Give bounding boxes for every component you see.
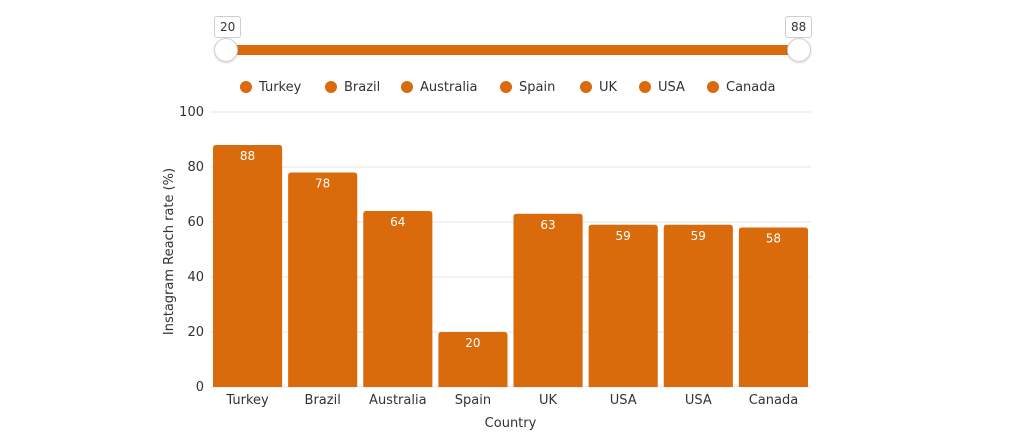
y-tick-label: 40 (187, 270, 204, 285)
bar-data-label: 64 (390, 215, 405, 229)
x-tick-label: Spain (455, 393, 491, 408)
range-max-label: 88 (785, 16, 813, 38)
legend-label: USA (658, 79, 685, 95)
legend-label: Turkey (259, 79, 302, 95)
legend-marker (639, 81, 651, 93)
legend-label: Spain (519, 79, 556, 95)
legend-item-canada[interactable]: Canada (707, 76, 775, 98)
legend-label: Australia (420, 79, 478, 95)
x-axis-title: Country (485, 416, 537, 431)
range-min-handle[interactable] (214, 38, 238, 62)
bar-data-label: 78 (315, 177, 330, 191)
legend-item-spain[interactable]: Spain (500, 76, 555, 98)
legend-item-australia[interactable]: Australia (401, 76, 478, 98)
bar (438, 332, 508, 387)
legend-label: UK (599, 79, 618, 95)
range-slider: 20 88 (0, 0, 1024, 70)
legend-item-usa[interactable]: USA (639, 76, 685, 98)
legend-marker (401, 81, 413, 93)
bar-data-label: 59 (616, 229, 631, 243)
range-track[interactable] (226, 45, 798, 55)
x-tick-label: USA (610, 393, 637, 408)
bars: 88 78 64 20 63 59 59 58 (213, 145, 808, 387)
x-tick-label: Canada (749, 393, 798, 408)
legend-marker (500, 81, 512, 93)
legend-marker (707, 81, 719, 93)
bar (213, 145, 283, 387)
legend-marker (580, 81, 592, 93)
x-tick-label: UK (539, 393, 558, 408)
y-tick-label: 100 (179, 105, 204, 120)
x-tick-label: Turkey (225, 393, 269, 408)
bar-data-label: 59 (691, 229, 706, 243)
bar (288, 172, 358, 387)
legend-item-brazil[interactable]: Brazil (325, 76, 380, 98)
bar-data-label: 88 (240, 149, 255, 163)
legend-item-turkey[interactable]: Turkey (240, 76, 301, 98)
bar (738, 227, 808, 387)
y-tick-label: 60 (187, 215, 204, 230)
legend-marker (240, 81, 252, 93)
range-max-handle[interactable] (787, 38, 811, 62)
y-tick-label: 80 (187, 160, 204, 175)
bar (663, 224, 733, 387)
y-axis-title: Instagram Reach rate (%) (162, 168, 177, 335)
y-axis-ticks: 0 20 40 60 80 100 (179, 105, 204, 395)
x-tick-label: Australia (369, 393, 427, 408)
y-tick-label: 20 (187, 325, 204, 340)
x-tick-label: USA (685, 393, 712, 408)
bar (513, 213, 583, 387)
y-tick-label: 0 (196, 380, 204, 395)
legend-marker (325, 81, 337, 93)
legend: Turkey Brazil Australia Spain UK USA Can… (0, 76, 1024, 98)
legend-label: Canada (726, 79, 776, 95)
bar-data-label: 20 (465, 336, 480, 350)
range-min-label: 20 (214, 16, 242, 38)
bar (363, 211, 433, 387)
legend-item-uk[interactable]: UK (580, 76, 617, 98)
x-axis-ticks: Turkey Brazil Australia Spain UK USA USA Canada (225, 393, 798, 408)
legend-label: Brazil (344, 79, 381, 95)
bar (588, 224, 658, 387)
x-tick-label: Brazil (305, 393, 341, 408)
bar-data-label: 58 (766, 232, 781, 246)
bar-data-label: 63 (540, 218, 555, 232)
